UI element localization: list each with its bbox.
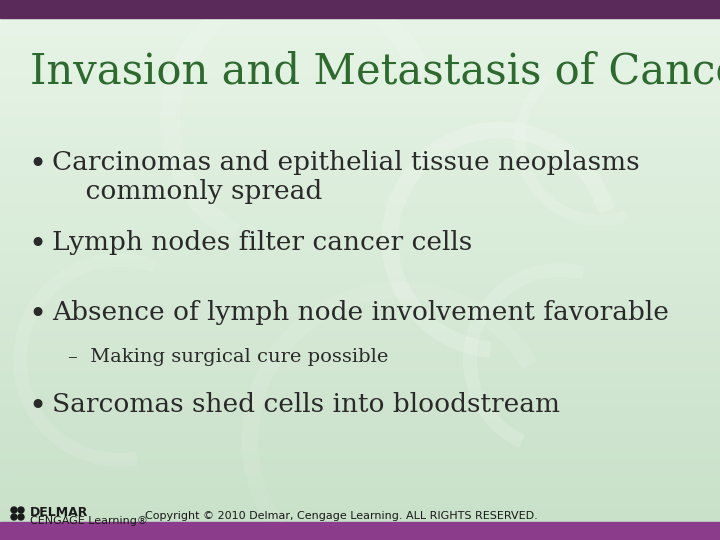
Bar — [0, 60, 720, 68]
Bar — [0, 324, 720, 330]
Circle shape — [11, 507, 17, 513]
Bar — [0, 189, 720, 195]
Text: Copyright © 2010 Delmar, Cengage Learning. ALL RIGHTS RESERVED.: Copyright © 2010 Delmar, Cengage Learnin… — [145, 511, 538, 521]
Bar — [0, 492, 720, 500]
Bar — [0, 459, 720, 465]
Bar — [0, 256, 720, 263]
Bar — [0, 418, 720, 426]
Bar — [0, 303, 720, 310]
Bar — [0, 20, 720, 27]
Bar — [0, 68, 720, 74]
Bar — [0, 472, 720, 480]
Bar — [0, 378, 720, 384]
Bar — [0, 54, 720, 60]
Bar — [0, 0, 720, 6]
Bar — [0, 446, 720, 453]
Bar — [0, 276, 720, 284]
Bar — [0, 534, 720, 540]
Bar — [0, 202, 720, 209]
Bar — [0, 500, 720, 507]
Bar — [0, 291, 720, 297]
Bar — [0, 81, 720, 87]
Bar — [0, 122, 720, 128]
Bar — [0, 128, 720, 135]
Bar — [0, 87, 720, 94]
Bar — [0, 513, 720, 519]
Bar — [0, 243, 720, 249]
Text: CENGAGE Learning®: CENGAGE Learning® — [30, 516, 148, 526]
Text: DELMAR: DELMAR — [30, 506, 89, 519]
Bar — [0, 486, 720, 492]
Text: –  Making surgical cure possible: – Making surgical cure possible — [68, 348, 388, 366]
Circle shape — [18, 507, 24, 513]
Bar — [0, 47, 720, 54]
Bar — [0, 465, 720, 472]
Bar — [0, 6, 720, 14]
Bar — [0, 480, 720, 486]
Bar — [0, 357, 720, 364]
Text: Lymph nodes filter cancer cells: Lymph nodes filter cancer cells — [52, 230, 472, 255]
Bar — [0, 222, 720, 230]
Text: Sarcomas shed cells into bloodstream: Sarcomas shed cells into bloodstream — [52, 392, 560, 417]
Text: •: • — [28, 150, 46, 179]
Text: •: • — [28, 300, 46, 329]
Text: Carcinomas and epithelial tissue neoplasms
    commonly spread: Carcinomas and epithelial tissue neoplas… — [52, 150, 639, 204]
Bar — [0, 372, 720, 378]
Bar — [0, 345, 720, 351]
Bar — [0, 284, 720, 291]
Bar — [0, 162, 720, 168]
Bar — [0, 411, 720, 418]
Bar — [0, 330, 720, 338]
Bar — [0, 317, 720, 324]
Bar — [0, 94, 720, 102]
Bar — [0, 364, 720, 372]
Bar — [0, 27, 720, 33]
Bar — [0, 432, 720, 438]
Bar — [0, 519, 720, 526]
Text: Absence of lymph node involvement favorable: Absence of lymph node involvement favora… — [52, 300, 669, 325]
Bar — [0, 237, 720, 243]
Bar — [0, 40, 720, 47]
Circle shape — [18, 514, 24, 520]
Bar — [0, 263, 720, 270]
Bar — [0, 115, 720, 122]
Text: Invasion and Metastasis of Cancer: Invasion and Metastasis of Cancer — [30, 50, 720, 92]
Bar — [0, 351, 720, 357]
Bar — [0, 399, 720, 405]
Bar — [0, 522, 720, 540]
Bar — [0, 0, 720, 18]
Bar — [0, 384, 720, 391]
Bar — [0, 338, 720, 345]
Text: •: • — [28, 230, 46, 259]
Circle shape — [11, 514, 17, 520]
Bar — [0, 74, 720, 81]
Bar — [0, 453, 720, 459]
Bar — [0, 183, 720, 189]
Bar — [0, 249, 720, 256]
Bar — [0, 405, 720, 411]
Bar — [0, 156, 720, 162]
Bar — [0, 148, 720, 156]
Bar — [0, 14, 720, 20]
Bar — [0, 209, 720, 216]
Bar — [0, 426, 720, 432]
Bar — [0, 507, 720, 513]
Bar — [0, 310, 720, 317]
Bar — [0, 270, 720, 276]
Bar — [0, 216, 720, 222]
Bar — [0, 168, 720, 176]
Bar — [0, 176, 720, 183]
Bar — [0, 195, 720, 202]
Bar — [0, 526, 720, 534]
Bar — [0, 392, 720, 399]
Text: •: • — [28, 392, 46, 421]
Bar — [0, 33, 720, 40]
Bar — [0, 230, 720, 237]
Bar — [0, 102, 720, 108]
Bar — [0, 135, 720, 141]
Bar — [0, 438, 720, 445]
Bar — [0, 141, 720, 149]
Bar — [0, 297, 720, 303]
Bar — [0, 108, 720, 115]
